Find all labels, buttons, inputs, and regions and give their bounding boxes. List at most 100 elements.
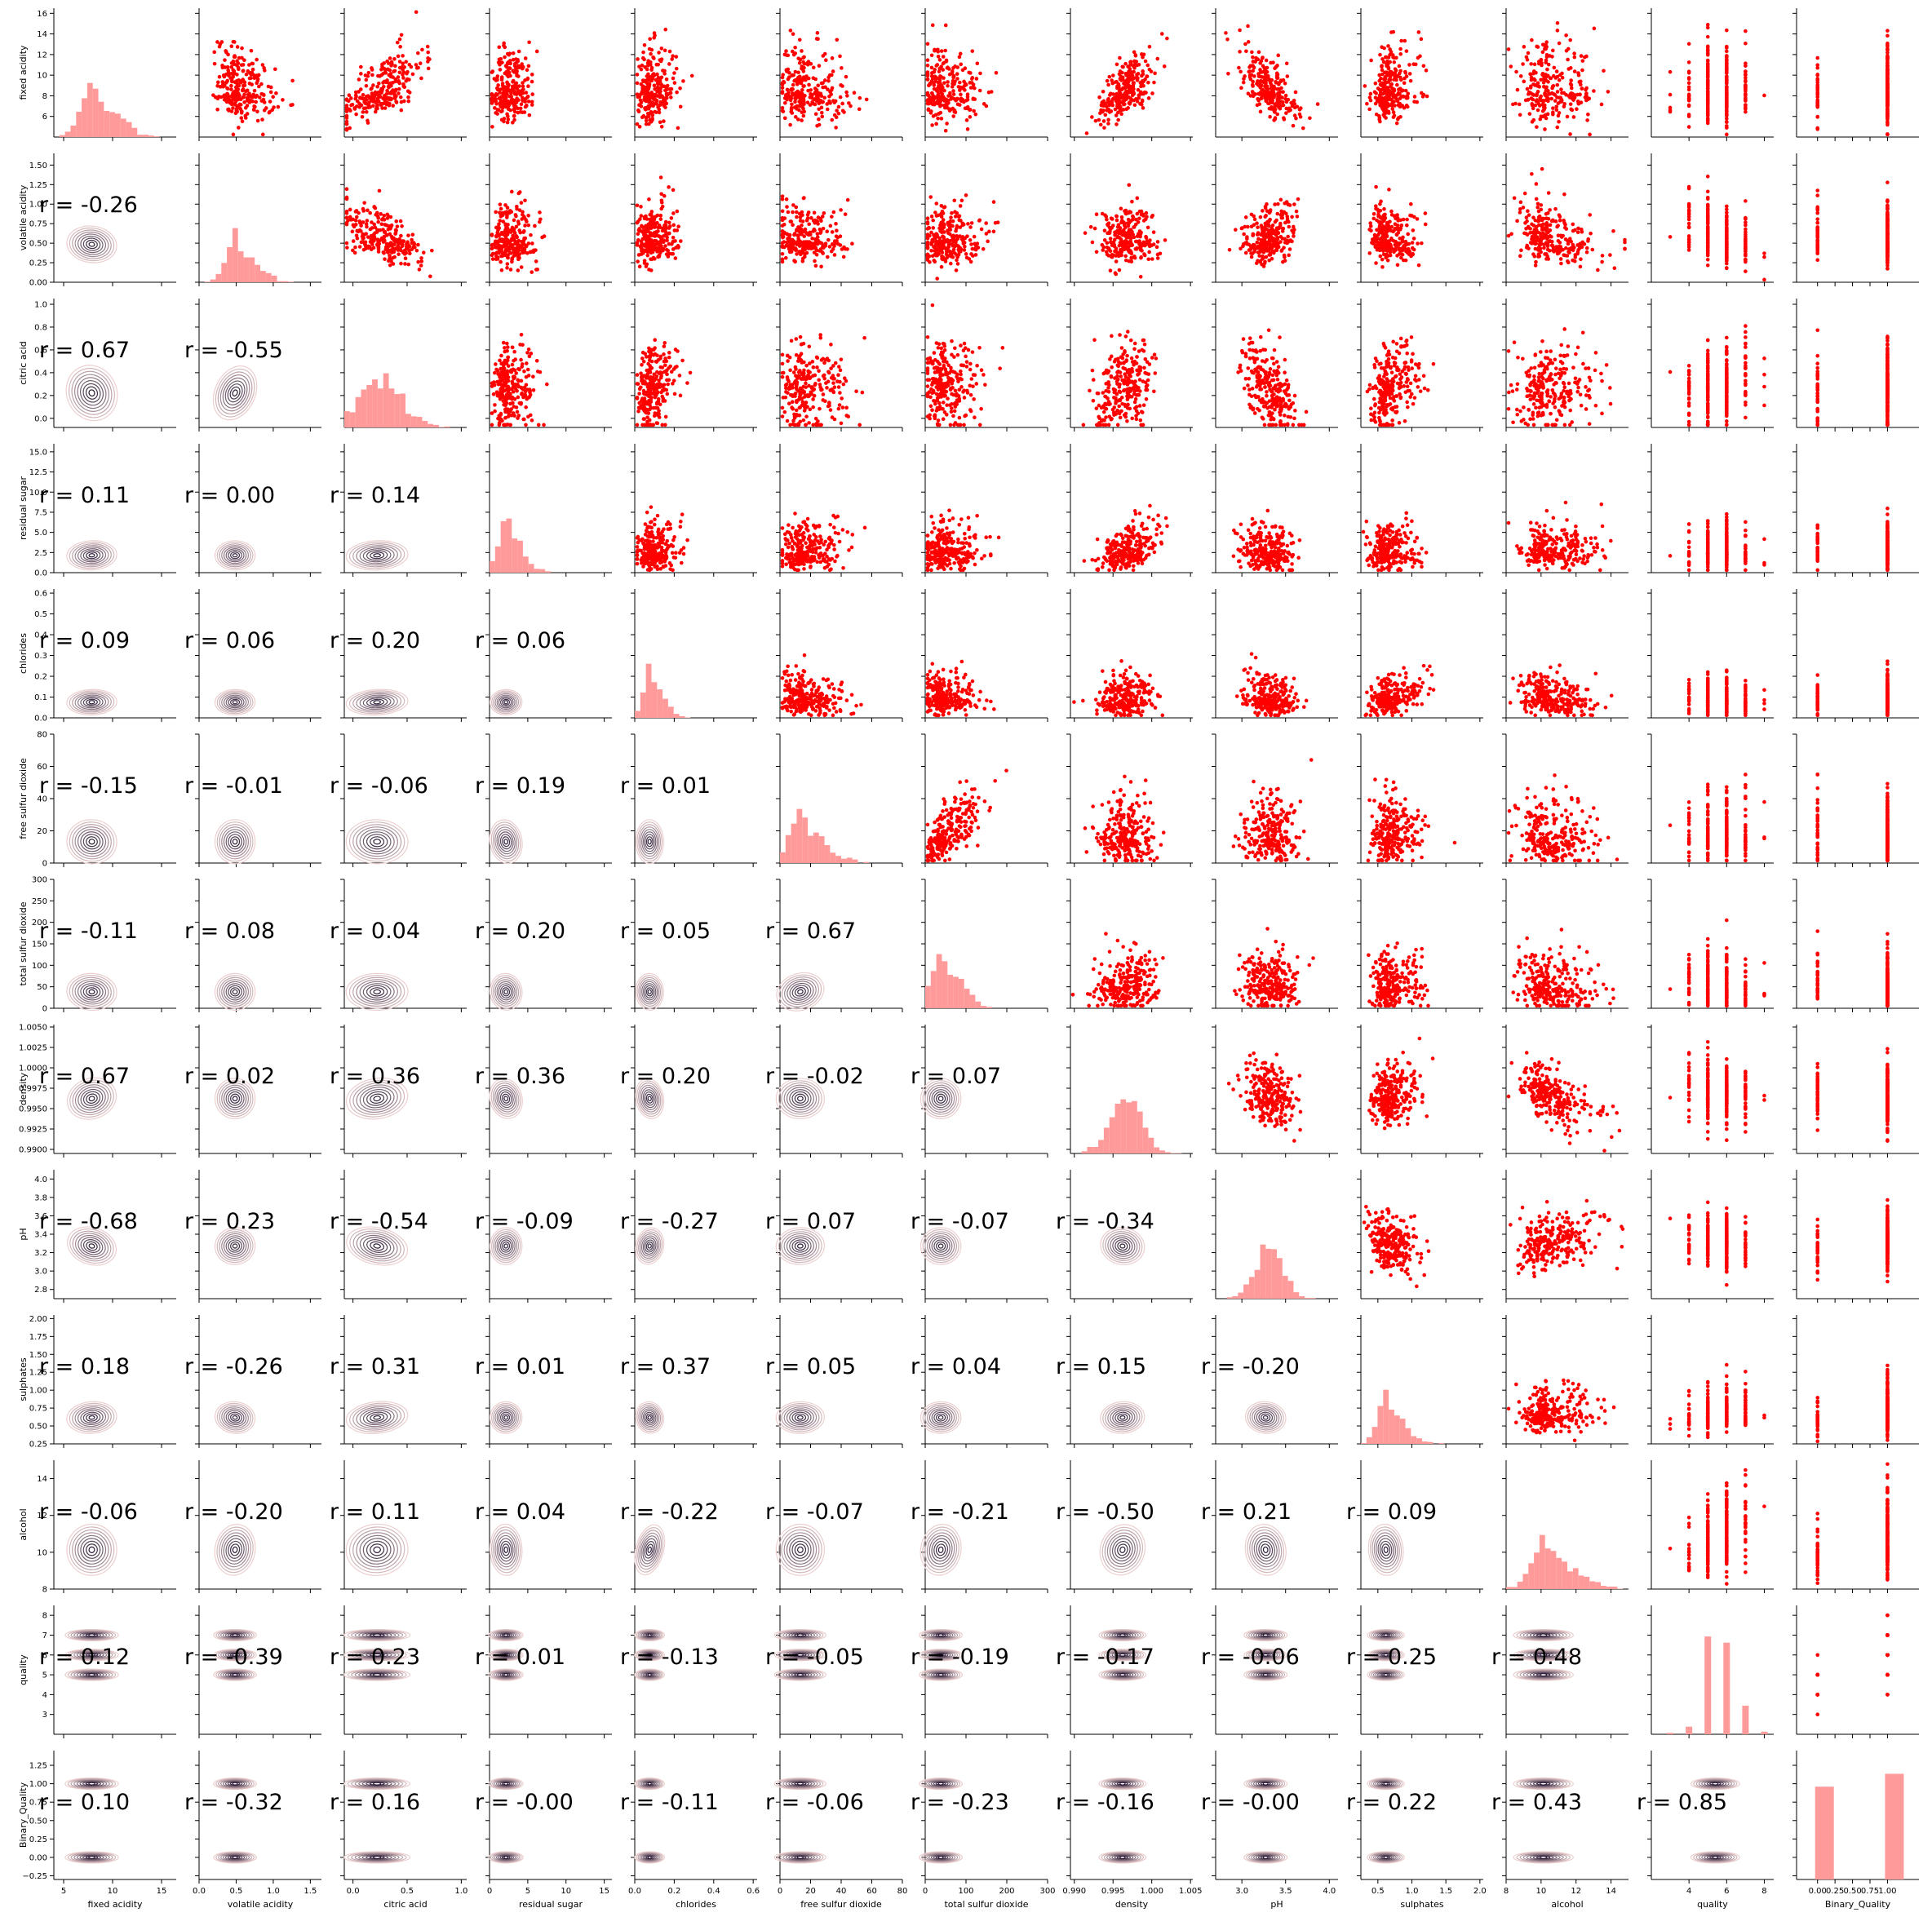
scatter-point [524, 56, 528, 60]
scatter-point [514, 82, 518, 86]
scatter-point [658, 95, 662, 99]
scatter-point [1141, 106, 1145, 110]
scatter-point [512, 51, 516, 55]
scatter-point [1387, 66, 1391, 70]
scatter-point [937, 81, 942, 85]
scatter-point [211, 93, 215, 97]
scatter-point [1258, 61, 1262, 65]
scatter-point [281, 98, 285, 102]
scatter-point [670, 57, 674, 61]
scatter-point [1536, 108, 1540, 113]
scatter-point [642, 58, 646, 62]
scatter-point [1406, 105, 1410, 109]
scatter-point [789, 239, 793, 243]
scatter-point [1130, 200, 1134, 204]
scatter-point [1130, 243, 1134, 247]
scatter-point [354, 219, 358, 223]
scatter-point [1383, 97, 1387, 101]
scatter-point [509, 95, 513, 99]
scatter-point [251, 68, 255, 72]
scatter-point [490, 125, 494, 129]
scatter-point [422, 250, 426, 255]
scatter-point [416, 260, 420, 264]
scatter-point [1102, 119, 1106, 123]
scatter-point [399, 219, 403, 224]
scatter-point [940, 265, 944, 269]
scatter-point [505, 215, 509, 219]
scatter-point [1383, 83, 1387, 87]
scatter-point [1123, 224, 1127, 228]
panel-r0-c5 [776, 8, 902, 141]
scatter-point [1668, 70, 1673, 74]
scatter-point [490, 100, 494, 104]
scatter-point [955, 244, 959, 248]
scatter-point [949, 219, 953, 224]
scatter-point [961, 69, 965, 73]
scatter-point [960, 237, 964, 241]
scatter-point [1165, 37, 1169, 41]
scatter-point [1546, 100, 1550, 104]
scatter-point [1265, 59, 1269, 63]
scatter-point [257, 85, 261, 89]
scatter-point [1422, 64, 1426, 68]
scatter-point [499, 109, 503, 113]
scatter-point [781, 252, 785, 256]
scatter-point [955, 268, 959, 272]
scatter-point [1553, 93, 1558, 97]
scatter-point [1130, 259, 1134, 263]
scatter-point [1378, 53, 1382, 57]
scatter-point [656, 226, 660, 230]
scatter-point [1124, 73, 1128, 77]
scatter-point [1094, 119, 1098, 123]
scatter-point [1815, 63, 1819, 67]
scatter-point [1522, 80, 1526, 84]
scatter-point [992, 200, 996, 204]
scatter-point [501, 82, 505, 86]
scatter-point [1137, 216, 1141, 220]
scatter-point [948, 226, 952, 230]
scatter-point [519, 107, 523, 111]
scatter-point [345, 106, 349, 110]
scatter-point [1097, 118, 1101, 122]
scatter-point [494, 210, 498, 215]
scatter-point [829, 224, 833, 228]
scatter-point [1393, 104, 1397, 108]
scatter-point [676, 244, 680, 248]
scatter-point [783, 53, 787, 57]
scatter-point [800, 99, 804, 103]
scatter-point [663, 49, 667, 53]
scatter-point [781, 210, 785, 214]
scatter-point [652, 36, 656, 40]
scatter-point [973, 113, 977, 117]
scatter-point [938, 58, 942, 62]
scatter-point [496, 88, 500, 92]
scatter-point [1573, 55, 1577, 60]
scatter-point [1544, 85, 1549, 89]
scatter-point [784, 256, 788, 260]
scatter-point [403, 262, 407, 266]
scatter-point [818, 123, 822, 127]
scatter-point [828, 245, 832, 249]
scatter-point [1584, 95, 1588, 100]
scatter-point [499, 207, 503, 211]
scatter-point [662, 240, 666, 244]
scatter-point [377, 242, 381, 246]
scatter-point [517, 50, 521, 54]
scatter-point [1706, 75, 1710, 79]
scatter-point [1744, 76, 1748, 80]
hist-bar [99, 102, 104, 137]
scatter-point [1422, 93, 1426, 97]
scatter-point [1146, 257, 1150, 261]
scatter-point [1392, 110, 1396, 114]
scatter-point [223, 58, 227, 62]
scatter-point [229, 87, 233, 91]
scatter-point [511, 87, 515, 91]
scatter-point [831, 56, 835, 60]
scatter-point [1602, 69, 1606, 73]
scatter-point [831, 230, 835, 234]
scatter-point [791, 50, 795, 54]
scatter-point [526, 214, 530, 218]
scatter-point [640, 224, 644, 228]
scatter-point [1524, 99, 1528, 103]
scatter-point [940, 230, 944, 234]
